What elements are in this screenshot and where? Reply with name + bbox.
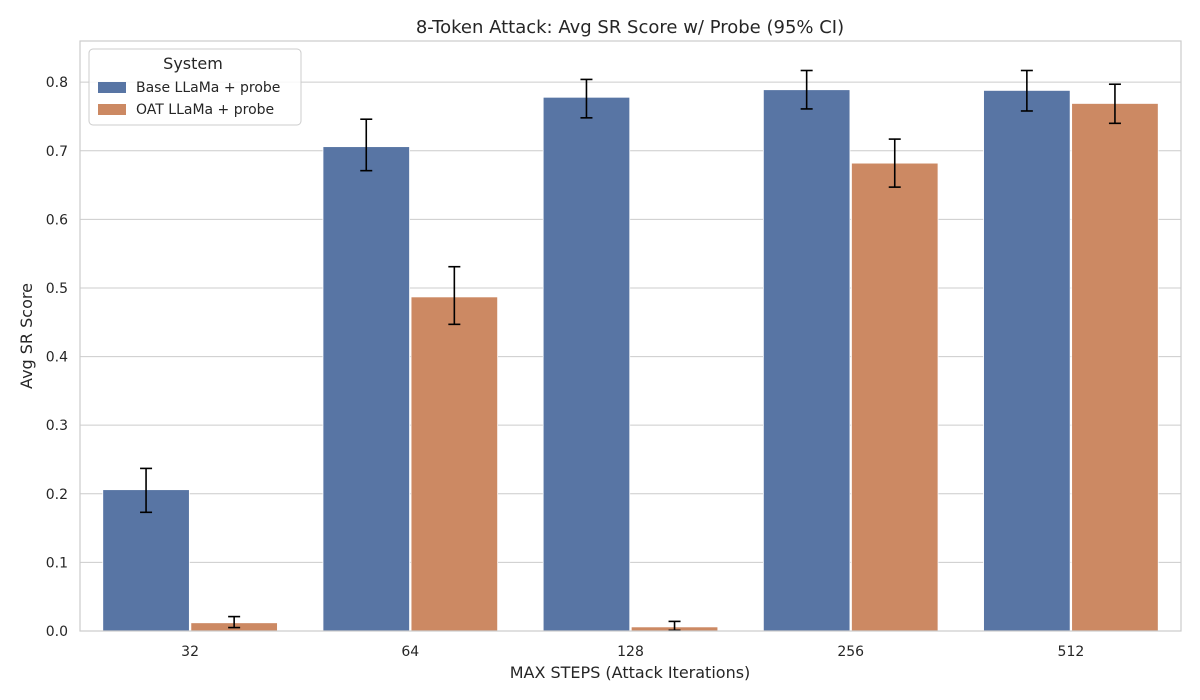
y-tick-label: 0.0 — [46, 624, 68, 640]
bar — [102, 489, 190, 632]
y-tick-label: 0.8 — [46, 75, 68, 91]
y-tick-label: 0.5 — [46, 281, 68, 297]
bar — [851, 162, 939, 632]
bar — [983, 89, 1071, 632]
error-bars — [140, 69, 1121, 632]
x-tick-label: 32 — [181, 644, 199, 660]
bar — [410, 296, 499, 632]
x-axis-ticks: 32 64 128 256 512 — [181, 644, 1084, 660]
legend-swatch-base — [98, 82, 126, 93]
legend-frame — [88, 48, 302, 126]
plot-area-frame — [79, 40, 1182, 632]
x-tick-label: 512 — [1058, 644, 1085, 660]
y-tick-label: 0.6 — [46, 212, 68, 228]
chart-title: 8-Token Attack: Avg SR Score w/ Probe (9… — [416, 17, 844, 38]
legend: System Base LLaMa + probe OAT LLaMa + pr… — [88, 48, 302, 126]
y-tick-label: 0.2 — [46, 487, 68, 503]
y-tick-label: 0.3 — [46, 418, 68, 434]
y-tick-label: 0.7 — [46, 144, 68, 160]
x-tick-label: 64 — [401, 644, 419, 660]
bars — [102, 89, 1159, 632]
bar — [542, 96, 631, 632]
y-tick-label: 0.4 — [46, 350, 68, 366]
x-axis-label: MAX STEPS (Attack Iterations) — [510, 663, 751, 682]
legend-label-oat: OAT LLaMa + probe — [136, 102, 274, 118]
legend-label-base: Base LLaMa + probe — [136, 80, 280, 96]
legend-title: System — [163, 54, 223, 73]
bar — [762, 89, 851, 632]
y-axis-ticks: 0.0 0.1 0.2 0.3 0.4 0.5 0.6 0.7 0.8 — [46, 75, 68, 640]
y-axis-label: Avg SR Score — [17, 283, 36, 389]
bar — [322, 146, 410, 632]
y-tick-label: 0.1 — [46, 555, 68, 571]
grid — [80, 81, 1181, 632]
legend-swatch-oat — [98, 104, 126, 115]
x-tick-label: 256 — [837, 644, 864, 660]
bar — [1071, 103, 1159, 632]
x-tick-label: 128 — [617, 644, 644, 660]
